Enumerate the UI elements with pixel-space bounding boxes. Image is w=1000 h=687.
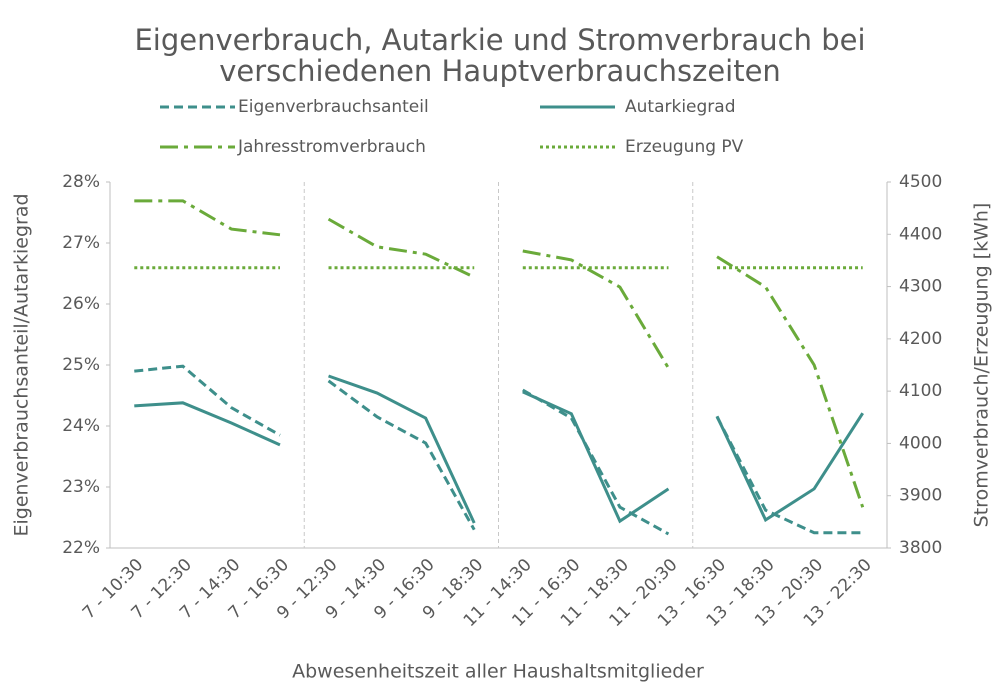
legend-label: Erzeugung PV [625,137,744,157]
y-tick-label: 22% [62,538,100,558]
y2-tick-label: 4400 [899,224,942,244]
y2-tick-label: 4000 [899,433,942,453]
x-axis-title: Abwesenheitszeit aller Haushaltsmitglied… [292,661,704,683]
chart-title: verschiedenen Hauptverbrauchszeiten [219,54,781,88]
series-line [327,217,475,279]
y2-tick-label: 4200 [899,329,942,349]
y2-tick-label: 4300 [899,277,942,297]
y-tick-label: 25% [62,355,100,375]
y2-tick-label: 3900 [899,486,942,506]
series-line [134,401,281,447]
y2-axis-title: Stromverbrauch/Erzeugung [kWh] [971,203,993,528]
series-line [134,364,281,437]
series-line [522,249,670,369]
series-line [715,412,864,523]
legend-label: Eigenverbrauchsanteil [238,97,429,117]
series-line [328,374,476,524]
legend-label: Jahresstromverbrauch [237,137,426,157]
y-tick-label: 27% [62,233,100,253]
series-line [716,255,865,508]
legend-label: Autarkiegrad [625,97,736,117]
series-line [715,416,863,535]
y-tick-label: 23% [62,477,100,497]
y2-tick-label: 3800 [899,538,942,558]
series-line [522,390,670,524]
chart-title: Eigenverbrauch, Autarkie und Stromverbra… [134,23,865,57]
y-tick-label: 24% [62,416,100,436]
series-line [522,388,670,536]
series-line [327,379,476,531]
y2-tick-label: 4100 [899,381,942,401]
y-tick-label: 28% [62,172,100,192]
y-axis-title: Eigenverbrauchsanteil/Autarkiegrad [11,193,33,536]
y2-tick-label: 4500 [899,172,942,192]
y-tick-label: 26% [62,294,100,314]
series-line [134,199,281,237]
